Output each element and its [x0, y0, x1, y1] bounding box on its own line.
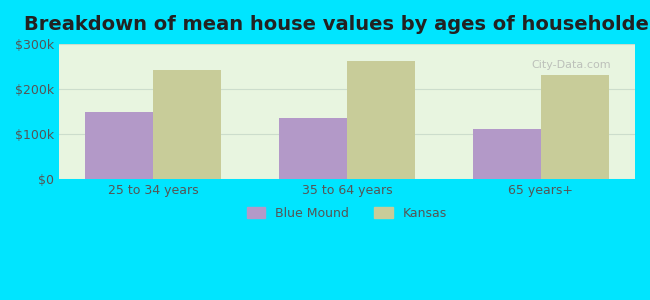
- Bar: [473, 129, 541, 179]
- Bar: [85, 112, 153, 179]
- Legend: Blue Mound, Kansas: Blue Mound, Kansas: [242, 202, 452, 225]
- Text: City-Data.com: City-Data.com: [531, 60, 611, 70]
- Bar: [279, 118, 347, 179]
- Bar: [153, 70, 221, 179]
- Bar: [541, 75, 609, 179]
- Bar: [347, 61, 415, 179]
- Title: Breakdown of mean house values by ages of householders: Breakdown of mean house values by ages o…: [24, 15, 650, 34]
